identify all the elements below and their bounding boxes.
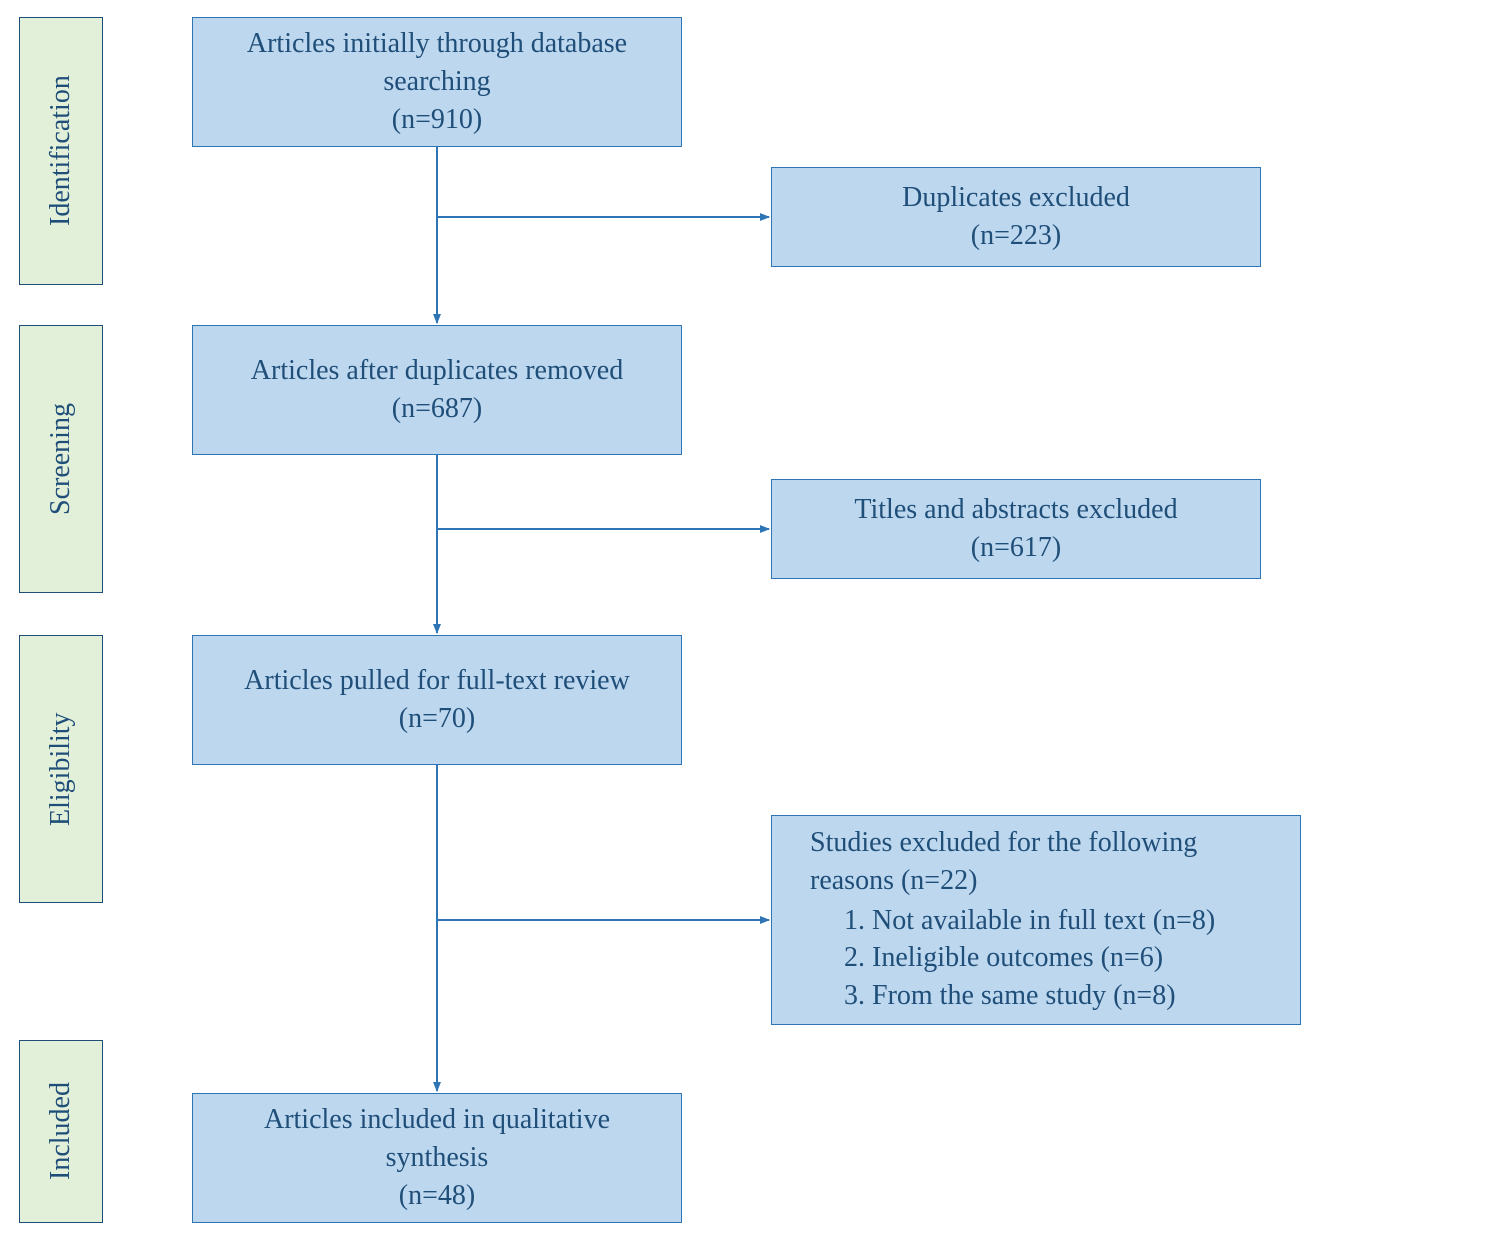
flow-connectors xyxy=(0,0,1498,1242)
